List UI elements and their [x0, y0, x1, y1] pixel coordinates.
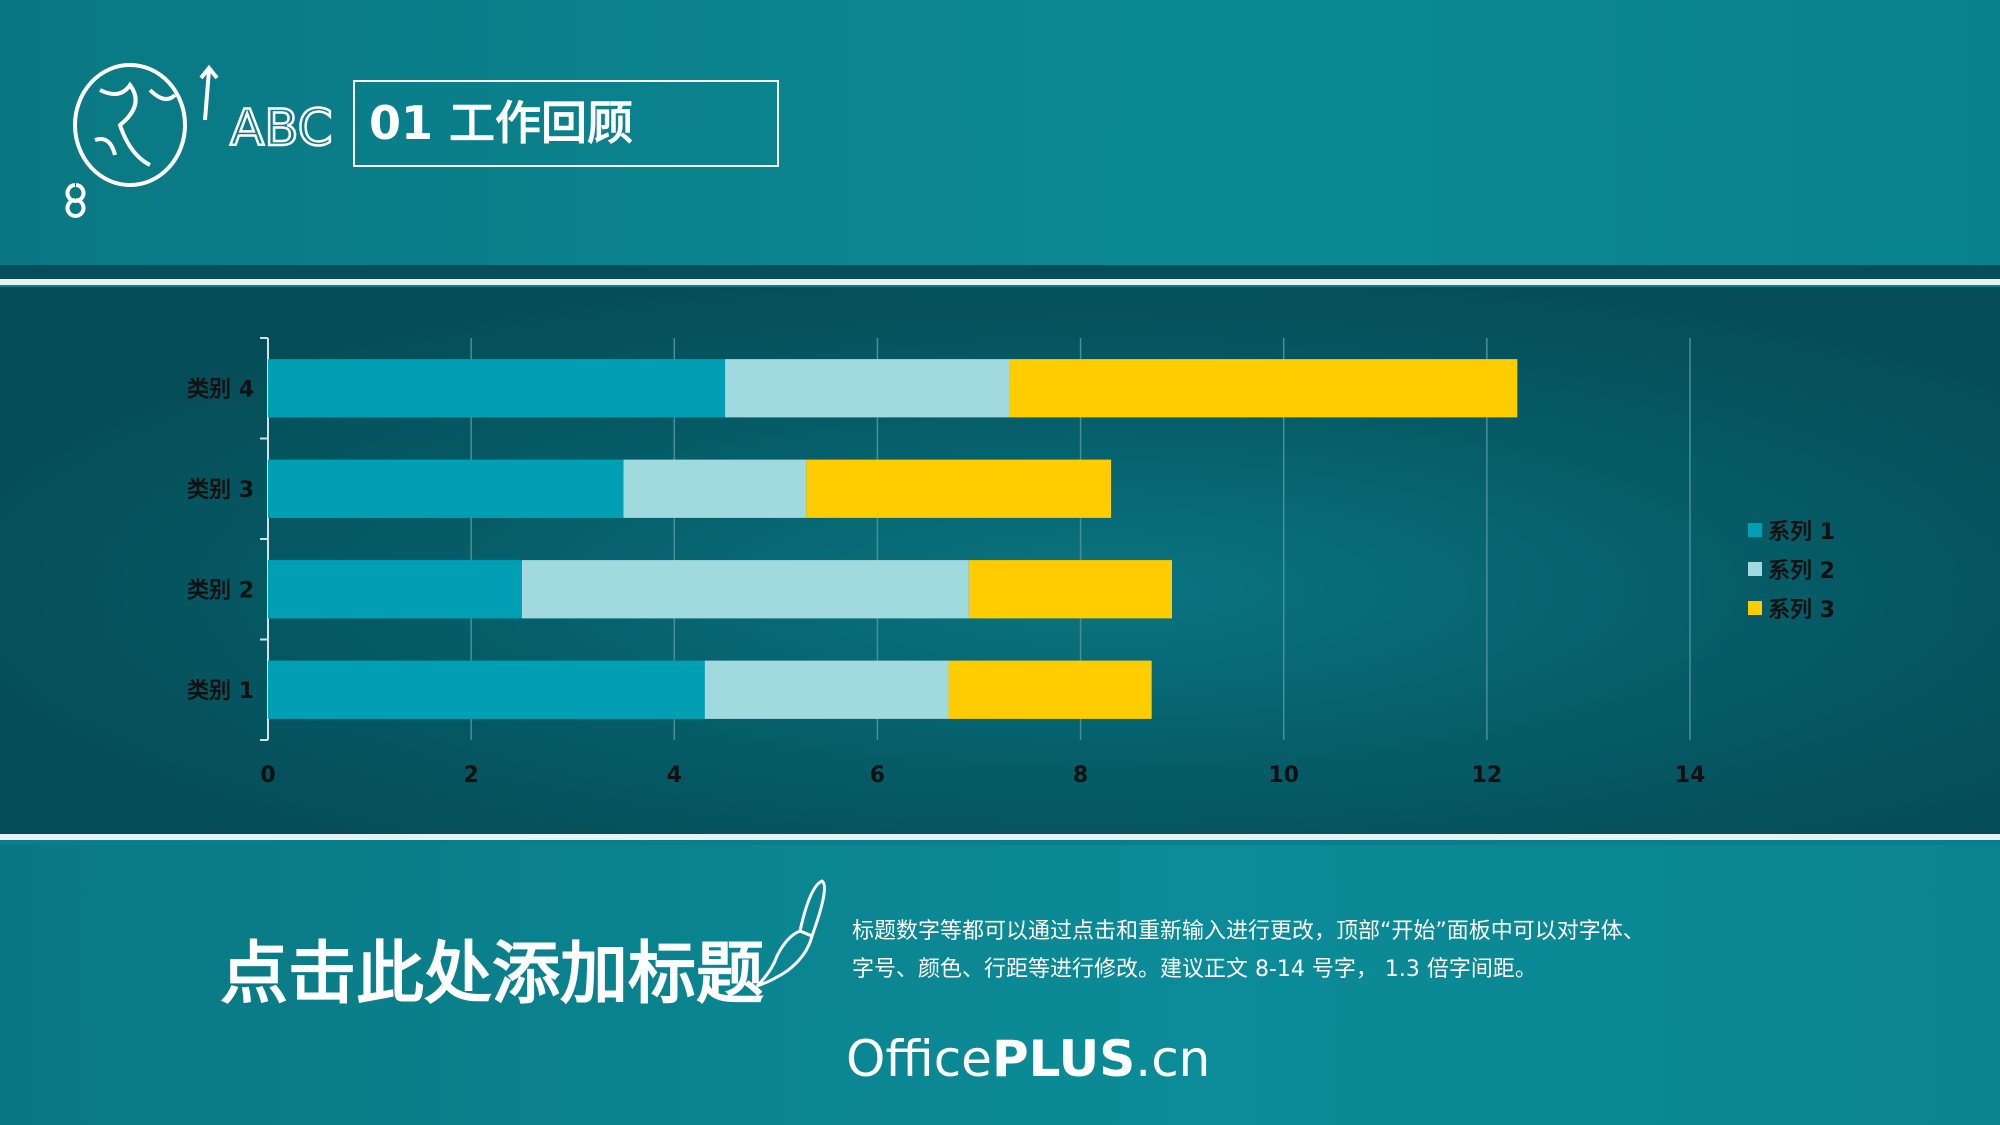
x-tick-label: 12 — [1472, 763, 1503, 788]
x-tick-label: 4 — [667, 763, 682, 788]
divider-line-top — [0, 279, 2000, 285]
legend-label: 系列 3 — [1768, 597, 1835, 623]
y-category-label: 类别 4 — [187, 377, 254, 402]
bar-segment — [623, 459, 807, 518]
paintbrush-icon — [755, 879, 826, 988]
chart-legend: 系列 1 系列 2 系列 3 — [1748, 510, 1835, 627]
y-category-label: 类别 2 — [187, 578, 254, 603]
paragraph-line: 字号、颜色、行距等进行修改。建议正文 8-14 号字， 1.3 倍字间距。 — [852, 957, 1537, 982]
bar-segment — [268, 459, 624, 518]
divider-line-bottom — [0, 834, 2000, 840]
bar-segment — [704, 660, 949, 719]
bar-segment — [948, 660, 1152, 719]
brand-text-bold: PLUS — [991, 1030, 1136, 1088]
bar-segment — [268, 359, 726, 418]
x-tick-label: 0 — [260, 763, 275, 788]
brand-text: Office — [846, 1030, 992, 1088]
y-category-label: 类别 1 — [187, 679, 254, 704]
legend-label: 系列 2 — [1768, 558, 1835, 584]
x-tick-label: 2 — [463, 763, 478, 788]
bar-segment — [968, 560, 1172, 619]
legend-swatch — [1748, 522, 1762, 537]
x-tick-label: 14 — [1675, 763, 1706, 788]
brand-domain: .cn — [1135, 1030, 1211, 1088]
x-tick-label: 8 — [1073, 763, 1088, 788]
bar-segment — [1009, 359, 1518, 418]
legend-item: 系列 1 — [1748, 510, 1835, 549]
legend-swatch — [1748, 600, 1762, 615]
bar-segment — [806, 459, 1112, 518]
legend-swatch — [1748, 561, 1762, 576]
bar-segment — [725, 359, 1010, 418]
legend-label: 系列 1 — [1768, 519, 1835, 545]
bar-segment — [521, 560, 969, 619]
paragraph-line: 标题数字等都可以通过点击和重新输入进行更改，顶部“开始”面板中可以对字体、 — [852, 919, 1645, 944]
footer-background — [0, 845, 2000, 1125]
legend-item: 系列 3 — [1748, 588, 1835, 627]
globe-abc-doodle-icon: ABC — [65, 63, 334, 218]
x-tick-label: 10 — [1268, 763, 1299, 788]
x-tick-label: 6 — [870, 763, 885, 788]
bar-segment — [268, 660, 705, 719]
y-category-label: 类别 3 — [187, 478, 254, 503]
footer-title[interactable]: 点击此处添加标题 — [220, 935, 765, 1014]
bar-segment — [268, 560, 522, 619]
footer-paragraph[interactable]: 标题数字等都可以通过点击和重新输入进行更改，顶部“开始”面板中可以对字体、 字号… — [852, 913, 1752, 989]
page-title[interactable]: 01 工作回顾 — [353, 80, 779, 167]
svg-text:ABC: ABC — [230, 99, 333, 157]
legend-item: 系列 2 — [1748, 549, 1835, 588]
header-background — [0, 0, 2000, 265]
officeplus-logo: OfficePLUS.cn — [846, 1030, 1210, 1088]
